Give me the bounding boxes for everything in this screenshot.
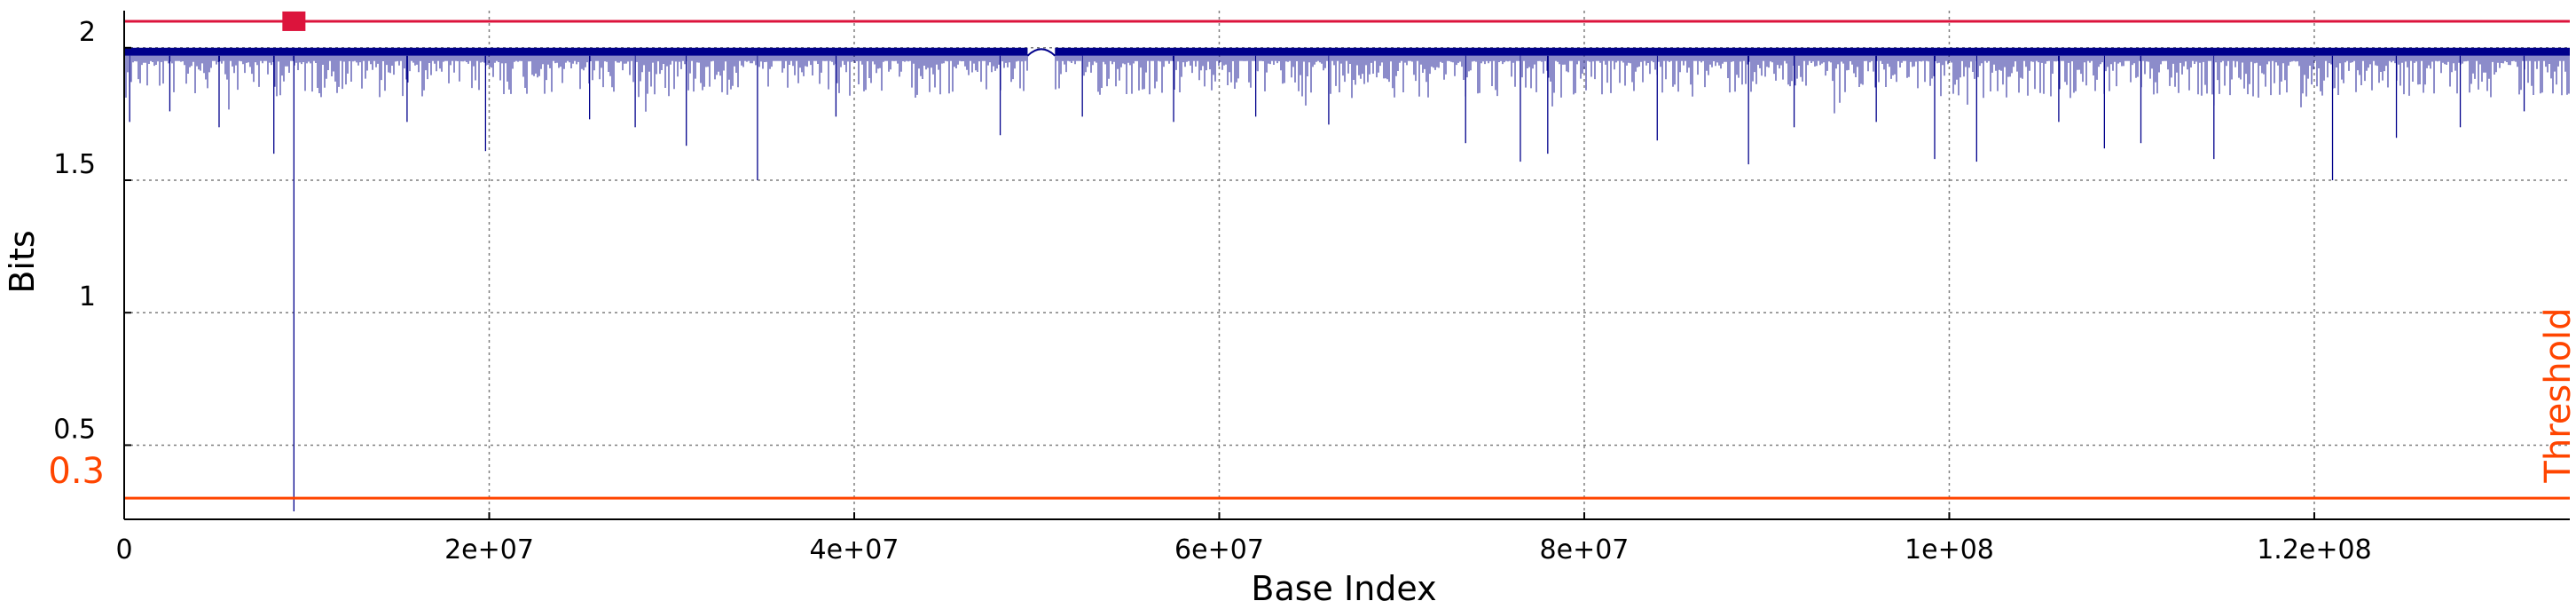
x-tick-label-6: 1.2e+08 <box>2257 534 2371 566</box>
grid-lines <box>124 11 2570 519</box>
series-band-1 <box>1055 47 2570 56</box>
tick-labels: 0 2e+07 4e+07 6e+07 8e+07 1e+08 1.2e+08 0.5 1 1.5… <box>53 17 2371 566</box>
axes <box>123 11 2570 520</box>
series-texture <box>123 55 2570 114</box>
series-band-0 <box>124 47 1028 56</box>
x-tick-label-2: 4e+07 <box>810 534 899 566</box>
marker-square <box>282 11 306 31</box>
x-tick-label-3: 6e+07 <box>1174 534 1264 566</box>
y-tick-label-1: 1 <box>79 281 96 312</box>
x-tick-label-0: 0 <box>115 534 132 566</box>
x-tick-label-1: 2e+07 <box>444 534 534 566</box>
series-bits <box>123 47 2570 512</box>
x-tick-label-5: 1e+08 <box>1905 534 1994 566</box>
x-axis-title: Base Index <box>1251 569 1436 608</box>
series-gap-edge <box>1026 48 1056 57</box>
threshold-value-label: 0.3 <box>48 451 105 492</box>
y-axis-title: Bits <box>3 230 42 293</box>
y-tick-label-0: 0.5 <box>53 414 96 445</box>
y-tick-label-2: 1.5 <box>53 149 96 180</box>
y-tick-label-3: 2 <box>79 17 96 48</box>
threshold-label: Threshold <box>2538 307 2576 483</box>
reference-lines <box>124 11 2570 500</box>
x-tick-label-4: 8e+07 <box>1540 534 1630 566</box>
